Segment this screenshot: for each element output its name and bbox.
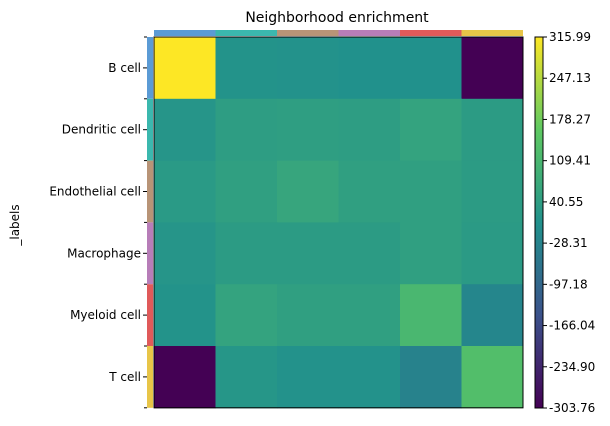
colorbar-tick-label: -28.31 [549,236,588,250]
heatmap-cell [154,346,216,409]
y-tick-label: Endothelial cell [49,185,141,199]
heatmap-cell [154,284,216,347]
row-category-swatch [147,160,153,223]
heatmap-cell [461,37,524,100]
column-category-swatch [338,30,400,36]
heatmap-cell [338,37,401,100]
heatmap-cell [461,160,524,223]
y-tick-label: Macrophage [67,246,141,260]
y-tick-label: Myeloid cell [70,308,141,322]
chart-title: Neighborhood enrichment [245,10,429,26]
heatmap-cell [277,222,339,285]
y-tick-label: Dendritic cell [62,123,141,137]
heatmap-cell [154,98,216,162]
row-category-bar [144,36,153,409]
column-category-swatch [215,30,277,36]
colorbar-tick-label: 40.55 [549,195,583,209]
column-category-swatch [461,30,523,36]
heatmap-cell [154,222,216,285]
heatmap-cell [215,37,278,100]
heatmap-cell [215,346,278,409]
heatmap-cell [461,346,524,409]
heatmap-cell [461,222,524,285]
row-category-swatch [147,222,153,285]
column-category-swatch [400,30,462,36]
colorbar [534,36,544,409]
heatmap-cell [277,160,339,223]
colorbar-tick-label: -97.18 [549,277,588,291]
heatmap-cell [400,222,462,285]
heatmap-cells [154,37,524,409]
y-tick-label: B cell [108,61,141,75]
y-tick-label: T cell [108,370,141,384]
heatmap-cell [215,160,278,223]
colorbar-tick-label: 178.27 [549,112,591,126]
heatmap-cell [277,346,339,409]
heatmap-cell [338,160,401,223]
heatmap-cell [400,346,462,409]
heatmap-cell [277,37,339,100]
column-category-swatch [154,30,216,36]
heatmap-cell [154,160,216,223]
heatmap-cell [215,222,278,285]
colorbar-tick-label: 109.41 [549,154,591,168]
heatmap-cell [277,284,339,347]
heatmap-cell [400,98,462,162]
row-category-swatch [147,346,153,408]
heatmap-cell [154,37,216,100]
heatmap-cell [400,37,462,100]
row-category-swatch [147,98,153,161]
heatmap-cell [338,284,401,347]
row-category-swatch [147,37,153,99]
colorbar-tick-label: 315.99 [549,30,591,44]
plot-frame [153,36,524,409]
colorbar-tick-label: -303.76 [549,401,595,415]
y-axis-label: _labels [8,204,22,246]
y-axis-ticks: B cell Dendritic cell Endothelial cell Macr… [49,61,147,384]
colorbar-tick-label: -166.04 [549,319,595,333]
heatmap-cell [400,160,462,223]
heatmap-cell [400,284,462,347]
heatmap-cell [461,98,524,162]
heatmap-cell [338,98,401,162]
colorbar-ticks: 315.99 247.13 178.27 109.41 40.55 -28.31 -97.1… [543,30,595,415]
row-category-swatch [147,284,153,346]
heatmap-cell [215,98,278,162]
heatmap-cell [461,284,524,347]
heatmap-cell [338,222,401,285]
heatmap-cell [277,98,339,162]
colorbar-tick-label: 247.13 [549,71,591,85]
heatmap-cell [338,346,401,409]
column-category-swatch [277,30,339,36]
heatmap-cell [215,284,278,347]
colorbar-tick-label: -234.90 [549,360,595,374]
column-category-bar [154,30,523,36]
